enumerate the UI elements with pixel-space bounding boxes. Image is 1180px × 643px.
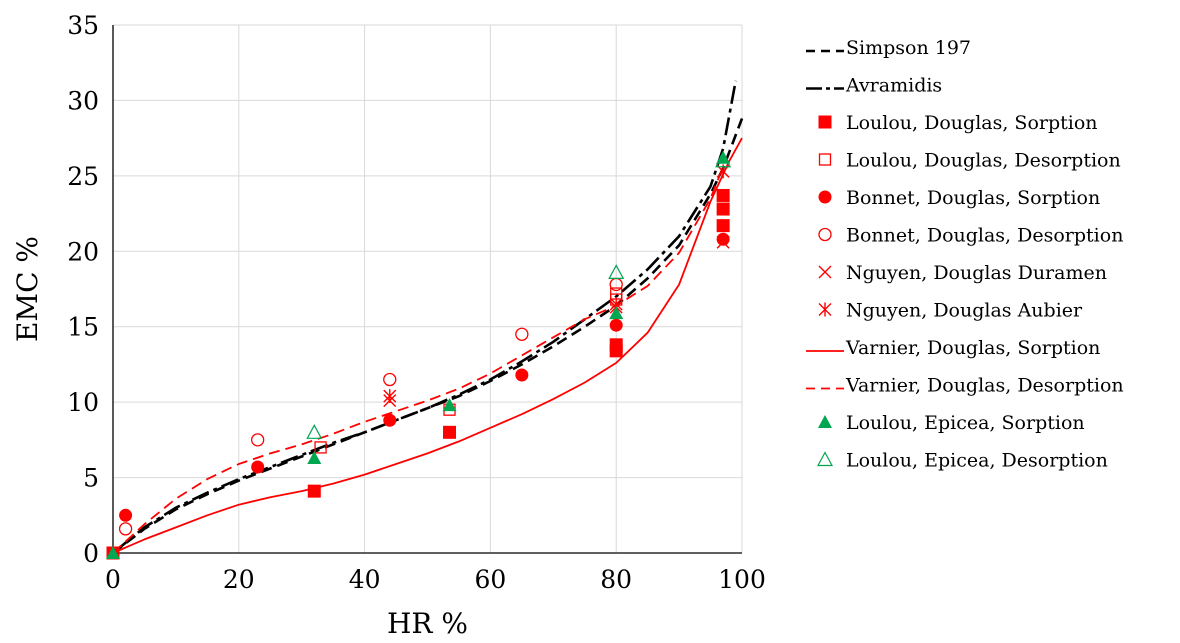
- data-point: [383, 413, 397, 427]
- x-axis-title: HR %: [387, 607, 468, 639]
- data-point: [608, 264, 625, 280]
- series-7-marker-group: [383, 164, 730, 404]
- x-tick-label: 60: [474, 565, 506, 594]
- legend-label: Nguyen, Douglas Aubier: [846, 300, 1083, 322]
- data-point: [383, 389, 397, 404]
- data-point: [106, 546, 120, 559]
- data-point: [716, 232, 730, 246]
- y-tick-label: 15: [67, 313, 99, 342]
- data-point: [251, 460, 265, 474]
- y-tick-label: 35: [67, 11, 99, 40]
- series-11-marker-group: [306, 152, 732, 439]
- legend-item: Loulou, Douglas, Desorption: [818, 150, 1121, 172]
- series-1-line-group: [112, 80, 737, 555]
- legend-swatch-marker: [816, 451, 834, 467]
- data-point: [716, 202, 730, 216]
- legend-swatch-marker: [818, 190, 832, 204]
- legend-label: Nguyen, Douglas Duramen: [846, 262, 1107, 284]
- legend-label: Bonnet, Douglas, Desorption: [846, 225, 1123, 247]
- y-tick-label: 5: [83, 464, 99, 493]
- x-tick-label: 20: [223, 565, 255, 594]
- legend-item: Avramidis: [806, 75, 942, 97]
- legend-swatch-marker: [818, 302, 832, 317]
- data-point: [383, 372, 397, 387]
- series-2-marker-group: [106, 188, 730, 560]
- data-point: [118, 522, 133, 536]
- x-tick-label: 40: [349, 565, 381, 594]
- data-point: [314, 441, 327, 454]
- series-0-line-group: [112, 118, 744, 555]
- series-6-marker-group: [383, 235, 730, 408]
- y-tick-label: 30: [67, 86, 99, 115]
- legend-item: Varnier, Douglas, Desorption: [806, 375, 1124, 397]
- series-line: [112, 80, 737, 555]
- plot-series: [106, 80, 744, 560]
- legend-item: Nguyen, Douglas Aubier: [818, 300, 1083, 322]
- series-10-marker-group: [106, 150, 731, 559]
- series-line: [112, 118, 744, 555]
- data-point: [119, 508, 133, 522]
- data-point: [716, 219, 730, 233]
- data-point: [443, 425, 457, 439]
- data-point: [442, 398, 457, 412]
- data-point: [715, 152, 732, 168]
- legend-label: Varnier, Douglas, Desorption: [845, 375, 1124, 397]
- x-tick-label: 80: [600, 565, 632, 594]
- data-point: [307, 484, 321, 498]
- data-point: [609, 306, 624, 320]
- legend-label: Avramidis: [845, 75, 942, 97]
- legend-swatch-marker: [818, 153, 832, 166]
- series-5-marker-group: [118, 277, 623, 536]
- x-tick-label: 100: [718, 565, 766, 594]
- y-axis-title: EMC %: [11, 236, 44, 342]
- legend-swatch-marker: [818, 227, 832, 242]
- series-line: [112, 137, 743, 554]
- legend-item: Loulou, Epicea, Sorption: [818, 412, 1085, 434]
- x-tick-label: 0: [105, 565, 121, 594]
- data-point: [307, 450, 322, 464]
- legend-item: Loulou, Epicea, Desorption: [816, 450, 1108, 472]
- legend-swatch-marker: [818, 265, 832, 279]
- legend-label: Varnier, Douglas, Sorption: [845, 337, 1100, 359]
- data-point: [609, 338, 623, 352]
- data-point: [716, 235, 730, 249]
- legend: Simpson 197 Avramidis Loulou, Douglas, Sor…: [806, 37, 1124, 472]
- legend-label: Loulou, Douglas, Sorption: [846, 112, 1098, 134]
- legend-item: Bonnet, Douglas, Desorption: [818, 225, 1123, 247]
- legend-swatch-marker: [818, 115, 832, 129]
- y-tick-label: 0: [83, 539, 99, 568]
- legend-item: Bonnet, Douglas, Sorption: [818, 187, 1100, 209]
- legend-item: Varnier, Douglas, Sorption: [806, 337, 1100, 359]
- legend-item: Nguyen, Douglas Duramen: [818, 262, 1107, 284]
- data-point: [306, 424, 323, 439]
- data-point: [609, 318, 623, 332]
- data-point: [515, 368, 529, 382]
- legend-swatch-marker: [818, 415, 832, 428]
- series-3-marker-group: [314, 287, 623, 454]
- legend-label: Loulou, Epicea, Desorption: [846, 450, 1108, 472]
- legend-label: Loulou, Douglas, Desorption: [846, 150, 1121, 172]
- series-4-marker-group: [119, 232, 730, 522]
- data-point: [251, 433, 265, 447]
- series-8-line-group: [112, 137, 743, 554]
- legend-label: Simpson 197: [846, 37, 971, 59]
- y-tick-label: 25: [67, 162, 99, 191]
- data-point: [515, 327, 529, 341]
- legend-item: Loulou, Douglas, Sorption: [818, 112, 1098, 134]
- legend-label: Loulou, Epicea, Sorption: [846, 412, 1085, 434]
- legend-item: Simpson 197: [806, 37, 971, 59]
- axes: HR % EMC % 0 20 40 60 80 100 0 5 10 15 20 25 30 35: [11, 11, 766, 640]
- grid: [112, 24, 743, 554]
- y-tick-label: 20: [67, 237, 99, 266]
- y-tick-label: 10: [67, 388, 99, 417]
- legend-label: Bonnet, Douglas, Sorption: [846, 187, 1100, 209]
- data-point: [716, 188, 730, 202]
